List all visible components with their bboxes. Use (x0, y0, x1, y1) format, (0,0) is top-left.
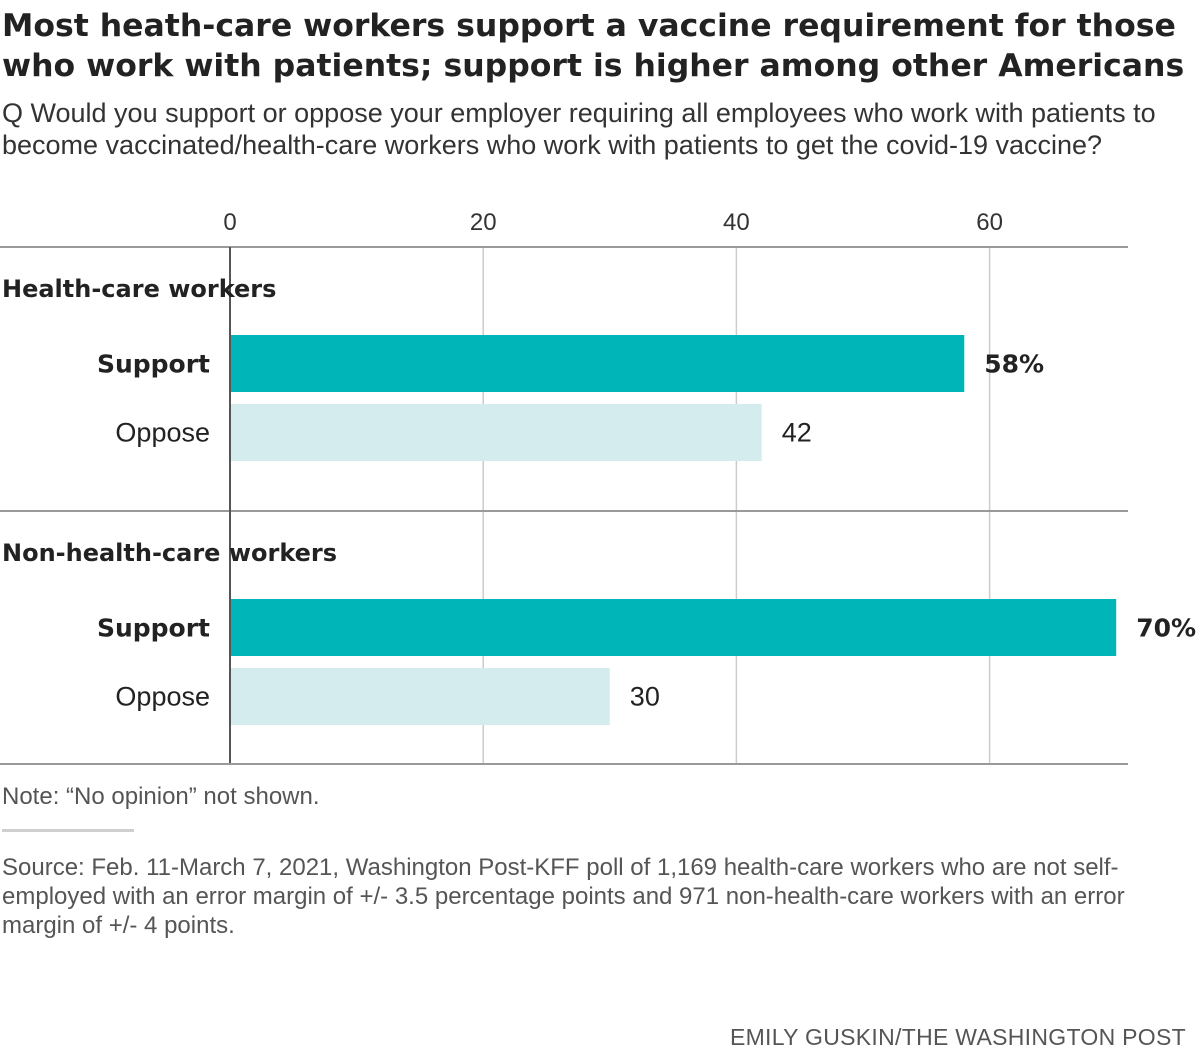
x-tick-label: 40 (723, 209, 750, 236)
note-divider (2, 829, 134, 832)
data-label: 58% (984, 350, 1044, 379)
bar-health-care-workers-oppose (230, 404, 762, 461)
category-label-support: Support (97, 350, 210, 379)
chart-subtitle: Q Would you support or oppose your emplo… (2, 98, 1156, 160)
category-label-oppose: Oppose (115, 418, 210, 448)
category-label-support: Support (97, 614, 210, 643)
chart-source: Source: Feb. 11-March 7, 2021, Washingto… (2, 854, 1125, 939)
bar-health-care-workers-support (230, 335, 965, 392)
data-label: 30 (630, 682, 660, 712)
bar-non-health-care-workers-support (230, 599, 1117, 656)
data-label: 42 (782, 418, 812, 448)
category-label-oppose: Oppose (115, 682, 210, 712)
chart-credit: EMILY GUSKIN/THE WASHINGTON POST (729, 1024, 1186, 1050)
bar-chart: 0 20 40 60 Support 58% Oppose 42 Support 70% Oppos… (0, 209, 1196, 765)
chart-title: Most heath-care workers support a vaccin… (2, 8, 1185, 84)
group-label-health-care-workers: Health-care workers (2, 275, 276, 303)
x-tick-label: 20 (470, 209, 497, 236)
x-tick-label: 60 (976, 209, 1003, 236)
bar-non-health-care-workers-oppose (230, 668, 610, 725)
data-label: 70% (1136, 614, 1196, 643)
chart-note: Note: “No opinion” not shown. (2, 783, 320, 810)
group-label-non-health-care-workers: Non-health-care workers (2, 539, 337, 567)
x-tick-label: 0 (223, 209, 236, 236)
